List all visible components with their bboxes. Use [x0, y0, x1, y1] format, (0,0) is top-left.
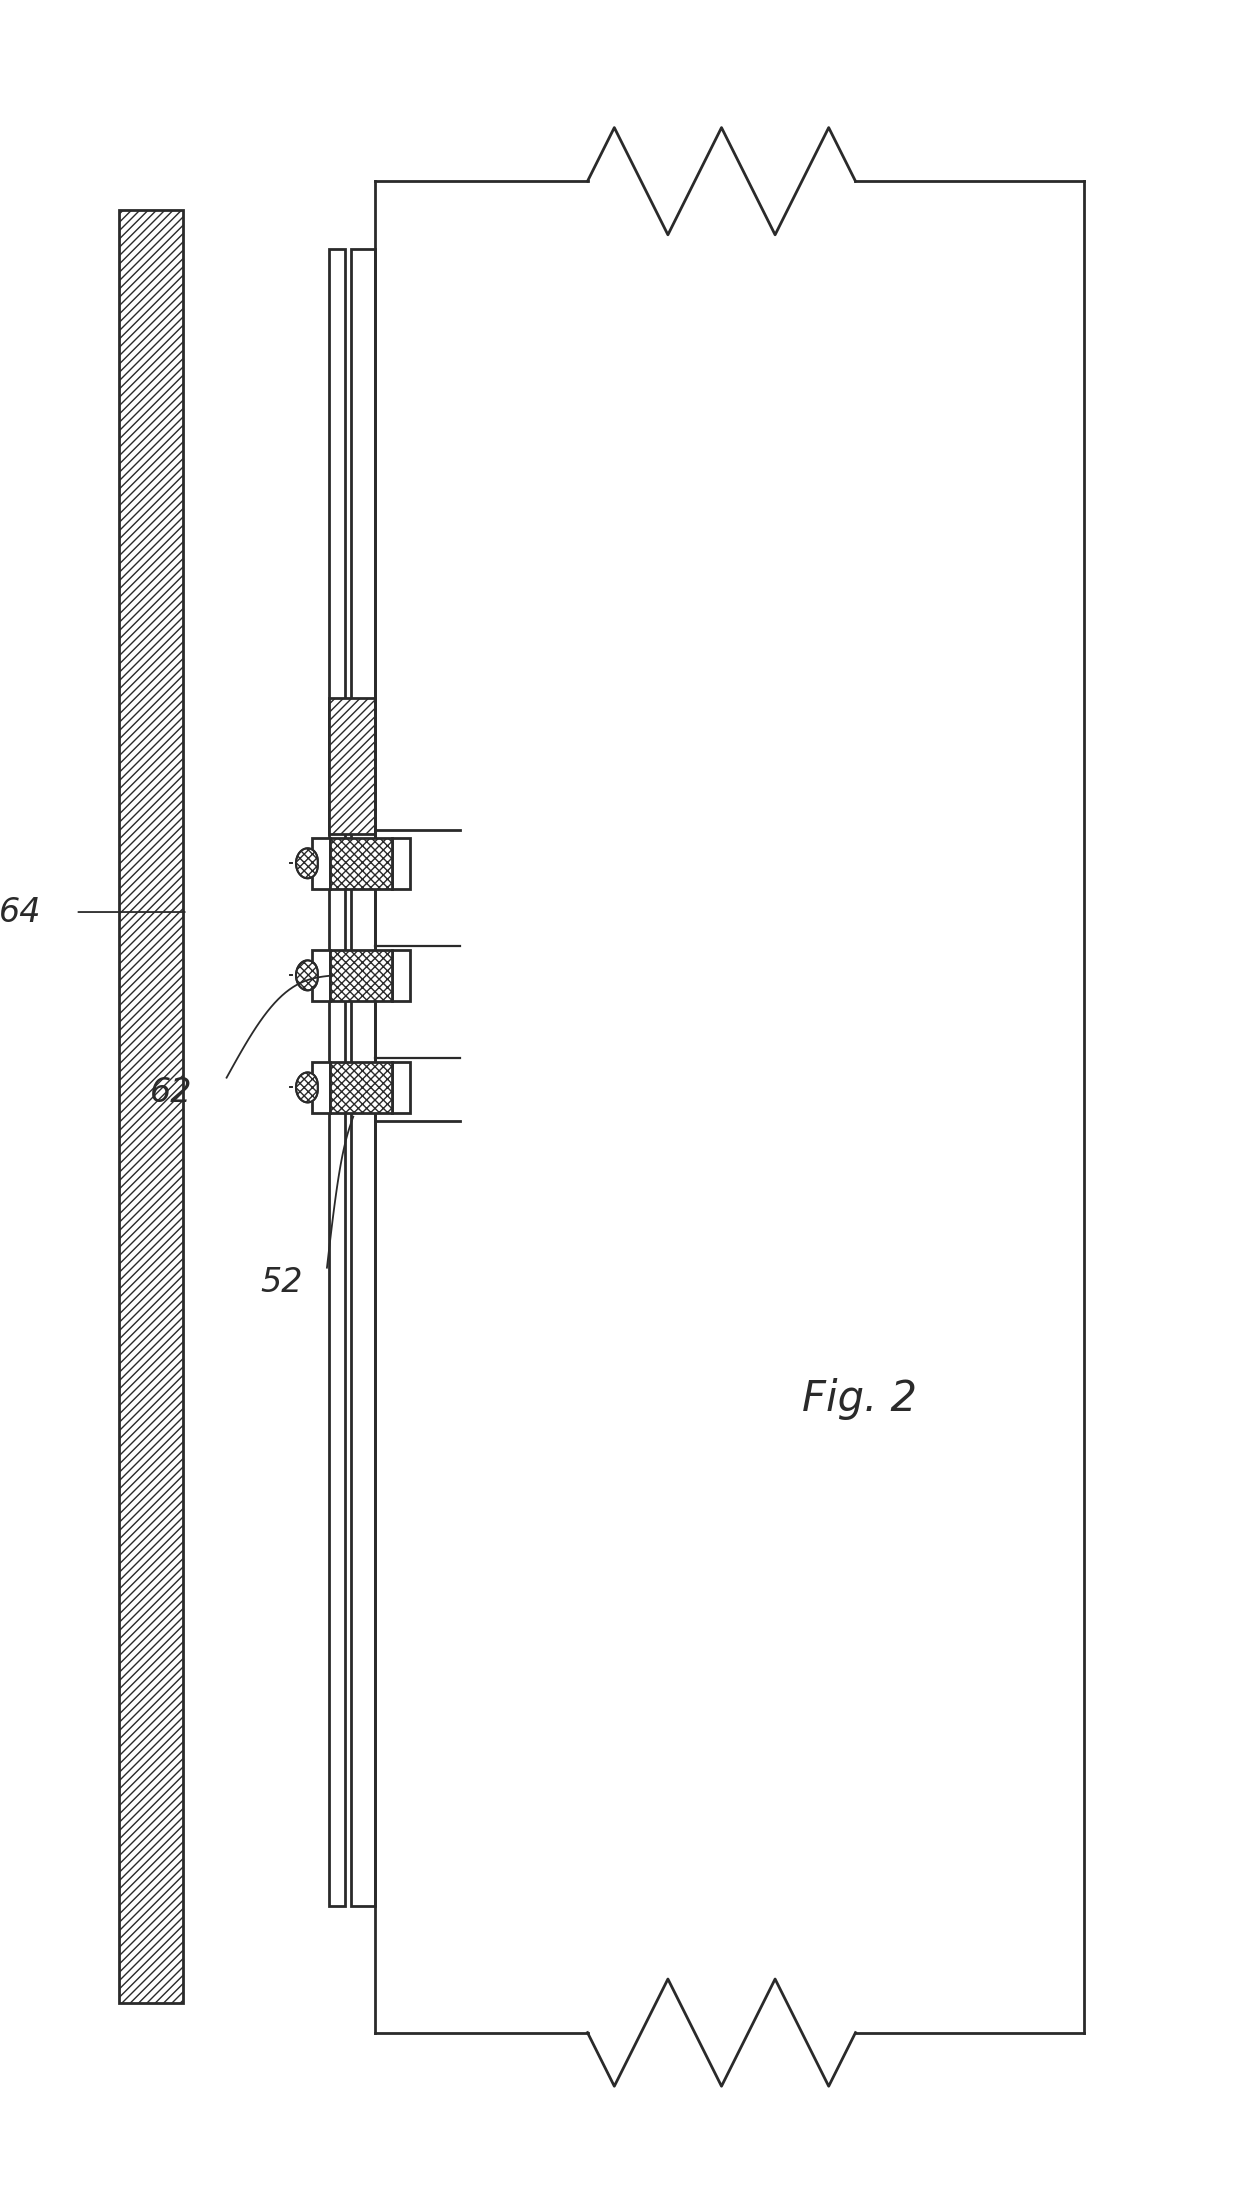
Bar: [312, 839, 330, 889]
Text: 52: 52: [260, 1267, 303, 1298]
Bar: [312, 949, 330, 1000]
Bar: [374, 181, 1084, 2033]
Bar: [392, 839, 409, 889]
Bar: [329, 697, 374, 834]
Text: Fig. 2: Fig. 2: [802, 1377, 918, 1421]
Bar: [392, 1062, 409, 1112]
Bar: [312, 1062, 330, 1112]
Bar: [392, 949, 409, 1000]
Bar: [330, 1062, 392, 1112]
Bar: [374, 181, 1084, 2033]
Polygon shape: [296, 1073, 317, 1104]
Bar: [119, 210, 182, 2004]
Bar: [329, 249, 346, 1907]
Polygon shape: [296, 960, 317, 991]
Bar: [330, 839, 392, 889]
Bar: [119, 210, 182, 2004]
Bar: [351, 249, 374, 1907]
Polygon shape: [296, 847, 317, 878]
Text: 64: 64: [0, 896, 41, 929]
Bar: [330, 949, 392, 1000]
Text: 62: 62: [150, 1075, 192, 1108]
